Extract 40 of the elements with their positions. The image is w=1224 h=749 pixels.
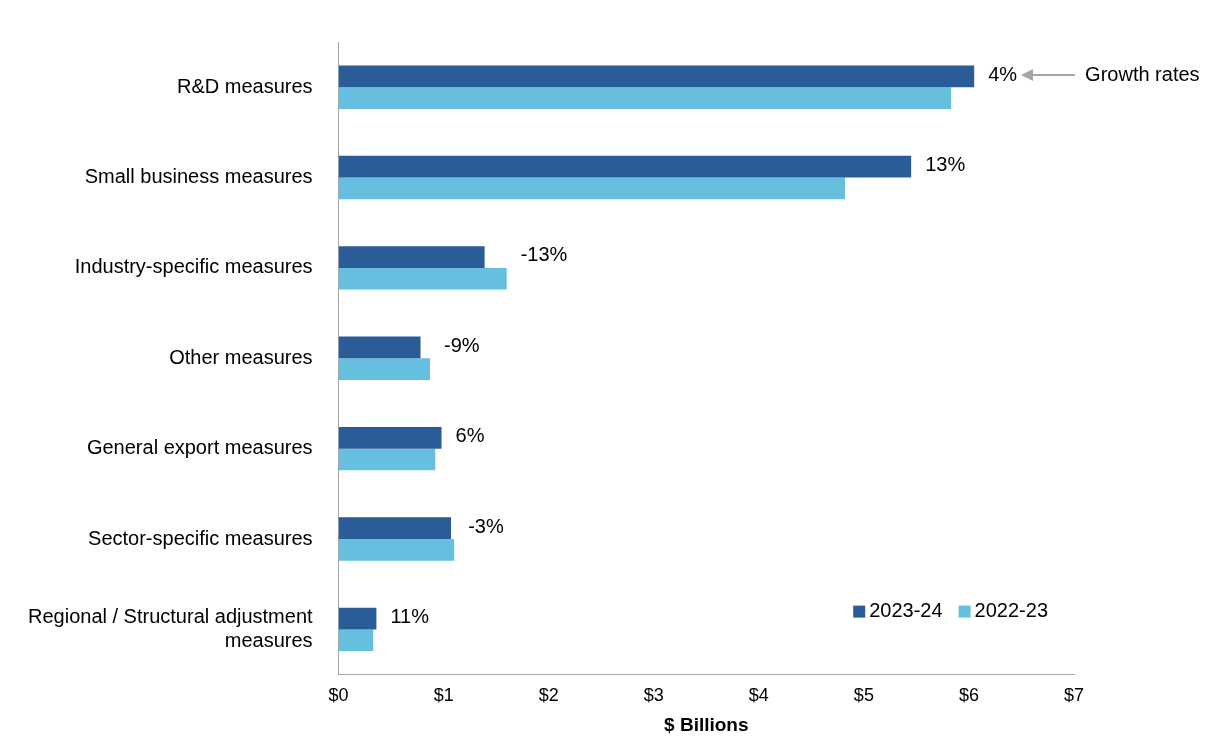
bar	[338, 539, 455, 561]
y-tick-label: Other measures	[169, 345, 313, 368]
x-tick-label: $2	[538, 685, 559, 706]
bar	[338, 629, 374, 652]
bar	[338, 607, 377, 630]
annotation: 11%	[390, 604, 430, 627]
y-tick-label: Small business measures	[84, 165, 313, 188]
bar	[338, 517, 451, 540]
annotation: -9%	[443, 333, 480, 356]
bar	[338, 358, 430, 380]
x-tick-label: $1	[433, 685, 454, 706]
x-tick-label: $7	[1063, 685, 1085, 706]
bar	[338, 426, 442, 449]
text: Growth rates	[1085, 62, 1200, 85]
bar	[338, 336, 421, 359]
bar	[338, 87, 952, 109]
x-tick-label: $3	[643, 685, 664, 706]
bar	[338, 246, 485, 268]
y-tick-label: Regional / Structural adjustment measures	[28, 604, 314, 651]
y-tick-label: Sector-specific measures	[88, 526, 313, 549]
legend-label: 2022-23	[974, 599, 1049, 622]
annotation: -13%	[520, 243, 568, 266]
y-tick-label: R&D measures	[176, 74, 313, 97]
annotation: -3%	[468, 514, 504, 537]
x-tick-label: $6	[958, 685, 979, 706]
bar	[338, 65, 975, 88]
annotation: 13%	[925, 153, 966, 176]
legend-label: 2023-24	[869, 599, 943, 622]
bar	[338, 448, 436, 471]
bar	[338, 177, 845, 200]
annotation: 4%	[988, 62, 1018, 85]
y-tick-label: Industry-specific measures	[74, 255, 313, 278]
bar	[338, 267, 507, 290]
x-tick-label: $5	[853, 685, 874, 706]
annotation: 6%	[455, 424, 485, 447]
x-axis-title: $ Billions	[664, 713, 749, 735]
bar	[338, 155, 912, 178]
y-tick-label: General export measures	[86, 436, 313, 459]
x-tick-label: $0	[328, 685, 349, 706]
x-tick-label: $4	[748, 685, 769, 706]
